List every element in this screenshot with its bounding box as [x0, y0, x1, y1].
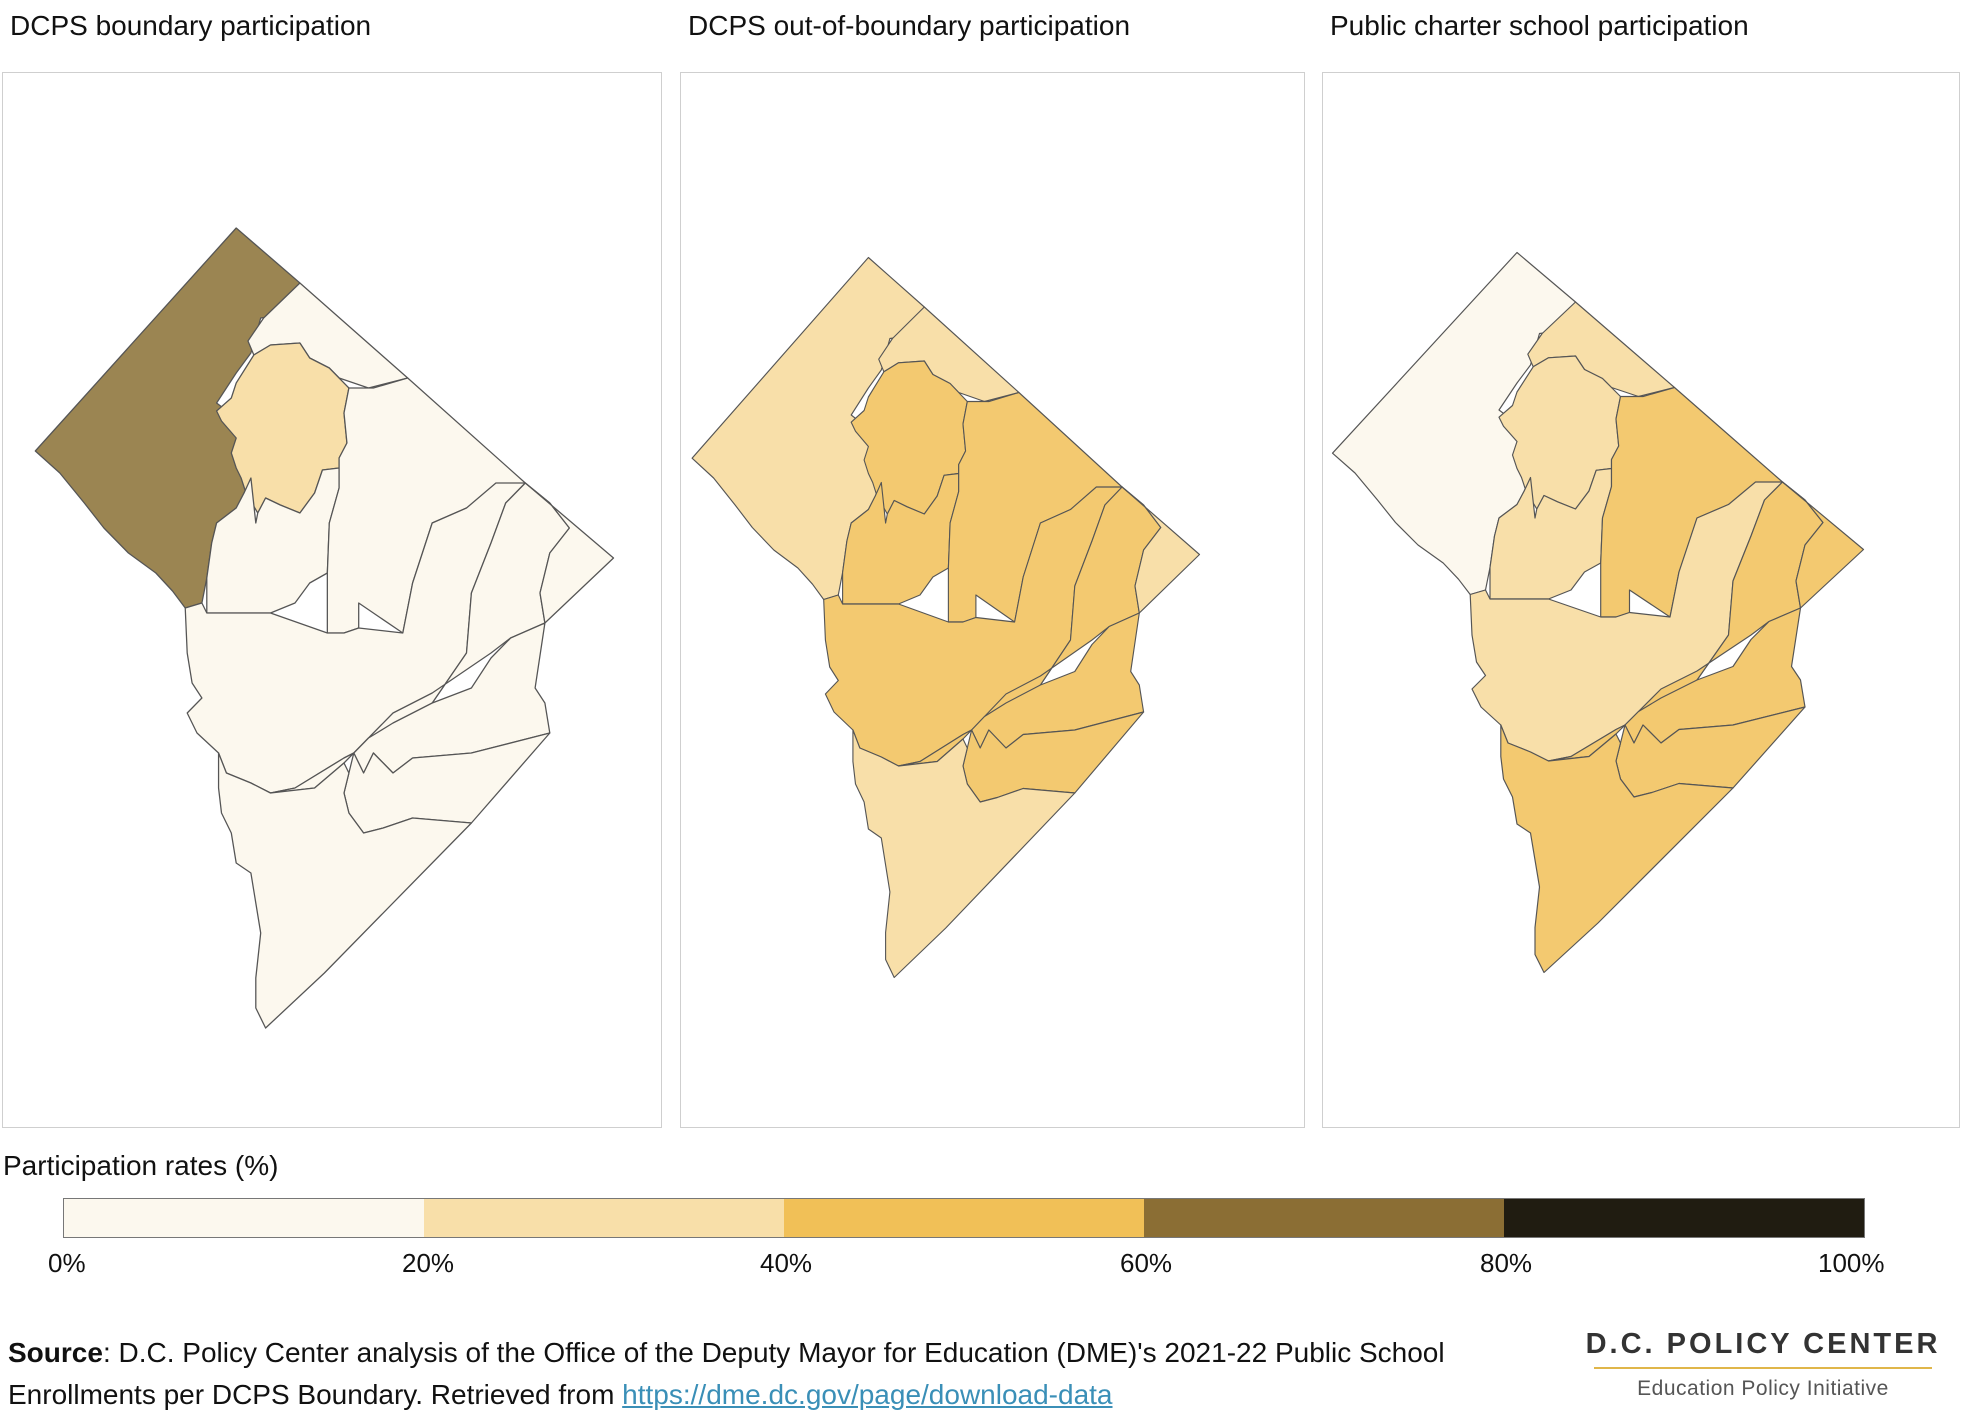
legend-swatch-20-40 [424, 1199, 784, 1237]
dc-map-charter [1331, 251, 1865, 974]
ward-8-region [217, 752, 473, 1029]
logo-subtitle: Education Policy Initiative [1637, 1377, 1889, 1400]
ward-1-region [206, 467, 340, 614]
dc-map-out-of-boundary [691, 256, 1201, 979]
legend-tick: 80% [1480, 1248, 1533, 1278]
source-link[interactable]: https://dme.dc.gov/page/download-data [622, 1379, 1113, 1410]
map-panel-boundary [2, 72, 662, 1128]
legend-swatch-80-100 [1504, 1199, 1864, 1237]
legend-tick: 20% [402, 1248, 455, 1278]
ward-8-region [852, 729, 1076, 979]
panel-title-out-of-boundary: DCPS out-of-boundary participation [688, 10, 1131, 41]
ward-7-east-region [1121, 486, 1201, 614]
logo-name: D.C. POLICY CENTER [1585, 1328, 1941, 1360]
ward-8-region [1500, 724, 1734, 974]
ward-7-east-region [524, 482, 615, 624]
legend-swatch-0-20 [64, 1199, 424, 1237]
ward-1-region [1489, 467, 1613, 600]
panel-title-charter: Public charter school participation [1330, 10, 1749, 41]
legend-tick: 60% [1120, 1248, 1173, 1278]
source-note: Source: D.C. Policy Center analysis of t… [8, 1332, 1568, 1416]
dc-policy-center-logo: D.C. POLICY CENTER Education Policy Init… [1578, 1328, 1948, 1401]
legend-color-bar [63, 1198, 1865, 1238]
legend-title: Participation rates (%) [3, 1150, 279, 1181]
legend-tick: 40% [760, 1248, 813, 1278]
map-panel-charter [1322, 72, 1960, 1128]
ward-1-region [842, 472, 960, 605]
legend-swatch-60-80 [1144, 1199, 1504, 1237]
source-label: Source [8, 1337, 103, 1368]
source-text: : D.C. Policy Center analysis of the Off… [8, 1337, 1445, 1410]
legend-tick: 100% [1818, 1248, 1885, 1278]
dc-map-boundary [34, 227, 615, 1029]
legend-swatch-40-60 [784, 1199, 1144, 1237]
ward-7-east-region [1781, 481, 1865, 609]
map-panel-out-of-boundary [680, 72, 1305, 1128]
panel-title-boundary: DCPS boundary participation [10, 10, 372, 41]
logo-divider [1594, 1367, 1932, 1369]
legend-tick: 0% [48, 1248, 86, 1278]
